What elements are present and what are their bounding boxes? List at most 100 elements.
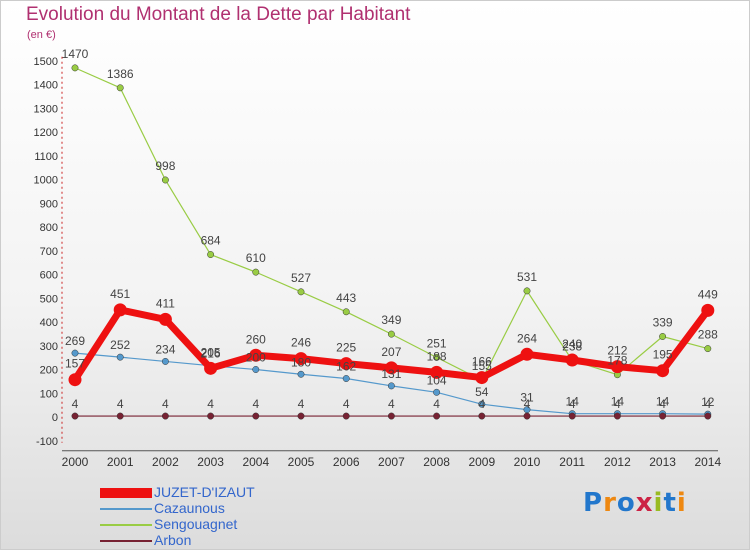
data-point-sengouagnet bbox=[704, 345, 712, 353]
x-tick-label: 2005 bbox=[288, 455, 315, 469]
x-tick-label: 2009 bbox=[468, 455, 495, 469]
data-label-cazaunous: 131 bbox=[381, 367, 401, 381]
x-tick-label: 2008 bbox=[423, 455, 450, 469]
y-tick-label: 0 bbox=[52, 412, 58, 424]
data-label-arbon: 4 bbox=[207, 397, 214, 411]
data-point-juzet-d-izaut bbox=[158, 312, 172, 326]
legend-swatch bbox=[100, 540, 152, 542]
legend-label: Sengouagnet bbox=[154, 516, 238, 532]
data-label-arbon: 4 bbox=[252, 397, 259, 411]
y-tick-label: 600 bbox=[40, 270, 58, 282]
data-point-juzet-d-izaut bbox=[610, 360, 624, 374]
data-label-sengouagnet: 178 bbox=[607, 354, 627, 368]
data-point-juzet-d-izaut bbox=[520, 347, 534, 361]
data-label-sengouagnet: 443 bbox=[336, 291, 356, 305]
data-label-sengouagnet: 610 bbox=[246, 251, 266, 265]
data-point-cazaunous bbox=[252, 366, 260, 373]
data-label-cazaunous: 216 bbox=[201, 347, 221, 361]
data-point-sengouagnet bbox=[342, 308, 350, 316]
data-label-sengouagnet: 339 bbox=[653, 315, 673, 329]
data-point-juzet-d-izaut bbox=[701, 303, 715, 317]
data-label-sengouagnet: 349 bbox=[381, 313, 401, 327]
data-label-cazaunous: 14 bbox=[566, 395, 580, 409]
x-tick-label: 2003 bbox=[197, 455, 224, 469]
y-tick-label: 700 bbox=[40, 246, 58, 258]
data-point-sengouagnet bbox=[116, 84, 124, 92]
data-point-juzet-d-izaut bbox=[294, 352, 308, 366]
data-point-arbon bbox=[342, 412, 350, 420]
legend-label: JUZET-D'IZAUT bbox=[154, 484, 255, 500]
y-tick-label: 1100 bbox=[34, 151, 58, 163]
legend-swatch bbox=[100, 488, 152, 498]
data-label-cazaunous: 234 bbox=[155, 342, 175, 356]
data-label-juzet-d-izaut: 205 bbox=[201, 345, 221, 359]
data-point-cazaunous bbox=[297, 370, 305, 378]
data-label-sengouagnet: 684 bbox=[201, 234, 221, 248]
y-tick-label: 200 bbox=[40, 365, 58, 377]
data-label-sengouagnet: 998 bbox=[155, 159, 175, 173]
y-tick-label: 300 bbox=[40, 341, 58, 353]
data-point-arbon bbox=[478, 412, 486, 420]
data-label-sengouagnet: 531 bbox=[517, 270, 537, 284]
data-point-cazaunous bbox=[433, 388, 441, 396]
data-label-juzet-d-izaut: 264 bbox=[517, 331, 537, 345]
legend-label: Arbon bbox=[154, 532, 192, 548]
x-tick-label: 2007 bbox=[378, 455, 405, 469]
data-label-sengouagnet: 288 bbox=[698, 328, 718, 342]
data-label-cazaunous: 31 bbox=[520, 391, 534, 405]
y-tick-label: 400 bbox=[40, 317, 58, 329]
y-tick-label: 1000 bbox=[34, 175, 58, 187]
data-point-juzet-d-izaut bbox=[656, 364, 670, 378]
unit-label: (en €) bbox=[27, 29, 56, 41]
y-tick-label: 900 bbox=[40, 198, 58, 210]
data-point-sengouagnet bbox=[387, 330, 395, 338]
x-tick-label: 2012 bbox=[604, 455, 631, 469]
data-point-cazaunous bbox=[342, 375, 350, 382]
data-label-sengouagnet: 155 bbox=[472, 359, 492, 373]
data-label-arbon: 4 bbox=[478, 397, 485, 411]
data-label-arbon: 4 bbox=[659, 397, 666, 411]
data-point-juzet-d-izaut bbox=[68, 373, 82, 387]
data-label-juzet-d-izaut: 188 bbox=[427, 349, 447, 363]
data-label-arbon: 4 bbox=[298, 397, 305, 411]
data-label-arbon: 4 bbox=[388, 397, 395, 411]
data-label-cazaunous: 104 bbox=[427, 373, 447, 387]
data-label-arbon: 4 bbox=[569, 397, 576, 411]
data-point-sengouagnet bbox=[297, 288, 305, 296]
data-label-arbon: 4 bbox=[704, 397, 711, 411]
x-tick-label: 2014 bbox=[694, 455, 721, 469]
y-tick-label: 100 bbox=[40, 388, 58, 400]
data-point-arbon bbox=[704, 412, 712, 420]
data-label-juzet-d-izaut: 260 bbox=[246, 332, 266, 346]
data-point-sengouagnet bbox=[207, 251, 215, 259]
data-point-arbon bbox=[71, 412, 79, 420]
data-label-arbon: 4 bbox=[433, 397, 440, 411]
y-tick-label: 1200 bbox=[34, 127, 58, 139]
data-point-juzet-d-izaut bbox=[339, 357, 353, 371]
data-point-juzet-d-izaut bbox=[113, 303, 127, 317]
data-label-juzet-d-izaut: 451 bbox=[110, 287, 130, 301]
data-label-cazaunous: 12 bbox=[701, 395, 715, 409]
data-point-arbon bbox=[568, 412, 576, 420]
data-label-cazaunous: 269 bbox=[65, 334, 85, 348]
data-point-arbon bbox=[297, 412, 305, 420]
data-label-cazaunous: 14 bbox=[656, 395, 670, 409]
data-point-arbon bbox=[387, 412, 395, 420]
y-tick-label: 1400 bbox=[34, 80, 58, 92]
data-label-cazaunous: 180 bbox=[291, 355, 311, 369]
data-label-juzet-d-izaut: 449 bbox=[698, 287, 718, 301]
data-point-sengouagnet bbox=[433, 353, 441, 361]
data-point-sengouagnet bbox=[71, 64, 79, 72]
data-label-cazaunous: 14 bbox=[611, 395, 625, 409]
data-label-juzet-d-izaut: 166 bbox=[472, 355, 492, 369]
data-label-arbon: 4 bbox=[72, 397, 79, 411]
data-point-cazaunous bbox=[387, 382, 395, 390]
data-point-cazaunous bbox=[116, 353, 124, 361]
data-label-sengouagnet: 238 bbox=[562, 339, 582, 353]
data-point-arbon bbox=[613, 412, 621, 420]
data-label-cazaunous: 252 bbox=[110, 338, 130, 352]
proxiti-logo: Proxiti bbox=[583, 488, 687, 518]
data-point-cazaunous bbox=[71, 349, 79, 357]
